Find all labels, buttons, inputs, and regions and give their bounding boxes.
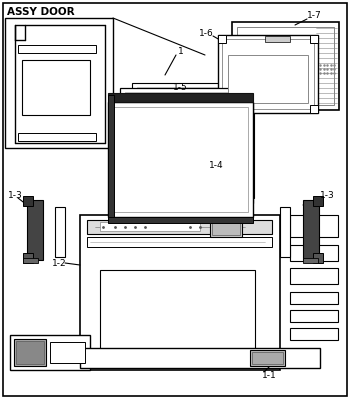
Bar <box>237 27 334 105</box>
Bar <box>310 35 318 43</box>
Text: 1-6: 1-6 <box>199 28 214 38</box>
Text: 1-5: 1-5 <box>173 83 188 91</box>
Bar <box>5 18 113 148</box>
Bar <box>80 215 280 370</box>
Text: 1: 1 <box>178 47 184 57</box>
Bar <box>290 245 338 261</box>
Bar <box>108 217 253 223</box>
Text: 1-3: 1-3 <box>320 190 335 200</box>
Bar <box>18 45 96 53</box>
Bar <box>18 133 96 141</box>
Bar <box>27 200 43 260</box>
Bar <box>210 219 242 237</box>
Bar <box>108 95 114 217</box>
Bar <box>125 92 249 199</box>
Bar <box>218 105 226 113</box>
Bar <box>23 196 33 206</box>
Bar <box>290 310 338 322</box>
Bar <box>100 270 255 355</box>
Bar <box>310 105 318 113</box>
Bar <box>55 207 65 257</box>
Text: ASSY DOOR: ASSY DOOR <box>7 7 75 17</box>
Bar <box>280 207 290 257</box>
Bar <box>252 352 283 364</box>
Bar <box>290 328 338 340</box>
Bar <box>132 83 254 198</box>
Bar <box>303 258 318 263</box>
Bar <box>232 22 339 110</box>
Bar <box>313 196 323 206</box>
Bar <box>290 268 338 284</box>
Bar <box>218 35 318 113</box>
Bar <box>87 237 272 247</box>
Bar <box>22 60 90 115</box>
Bar <box>16 341 44 364</box>
Bar <box>313 253 323 263</box>
Bar <box>113 107 248 212</box>
Bar <box>222 39 314 109</box>
Bar <box>87 220 272 234</box>
Bar <box>228 55 308 103</box>
Bar <box>23 253 33 263</box>
Text: 1-4: 1-4 <box>209 162 224 170</box>
Bar <box>218 35 226 43</box>
Text: 1-3: 1-3 <box>8 190 23 200</box>
Text: 1-1: 1-1 <box>262 371 277 379</box>
Bar <box>14 339 46 366</box>
Bar <box>120 88 253 203</box>
Bar <box>290 292 338 304</box>
Bar <box>108 93 253 102</box>
Bar <box>23 258 38 263</box>
Bar <box>250 350 285 366</box>
Bar <box>303 200 319 260</box>
Bar <box>265 36 290 42</box>
Bar <box>108 102 253 217</box>
Bar <box>10 335 90 370</box>
Bar <box>100 222 200 231</box>
Bar <box>290 215 338 237</box>
Bar <box>137 87 250 194</box>
Bar <box>80 348 320 368</box>
Text: 1-2: 1-2 <box>52 259 66 267</box>
Text: 1-7: 1-7 <box>307 12 322 20</box>
Bar <box>212 221 240 235</box>
Bar <box>50 342 85 363</box>
